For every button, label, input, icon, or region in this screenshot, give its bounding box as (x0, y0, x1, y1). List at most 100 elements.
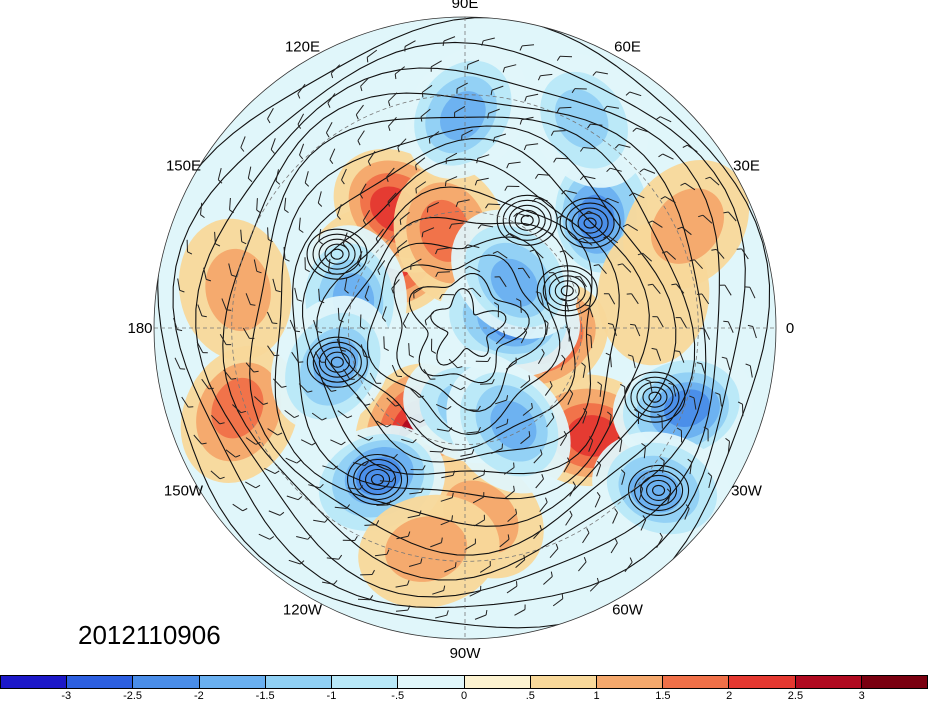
wind-barb (703, 426, 709, 442)
wind-barb (404, 40, 416, 52)
wind-barb (656, 532, 663, 549)
wind-barb (625, 91, 642, 97)
wind-barb (659, 457, 665, 473)
wind-barb (523, 143, 539, 151)
wind-barb (465, 405, 481, 411)
wind-barb (173, 317, 183, 332)
wind-barb (494, 276, 507, 288)
wind-barb (356, 396, 371, 406)
wind-barb (534, 173, 551, 179)
wind-barb (360, 569, 375, 576)
isobar-low-centre (306, 228, 368, 280)
wind-barb (420, 108, 431, 122)
wind-barb (627, 354, 636, 369)
isobar-low-centre (330, 248, 344, 260)
longitude-label: 180 (127, 320, 152, 337)
wind-barb (505, 233, 521, 240)
wind-barb (579, 147, 596, 152)
wind-barb (629, 192, 645, 199)
anomaly-cell (629, 469, 682, 513)
wind-barb (300, 439, 317, 446)
wind-barb (593, 264, 607, 275)
wind-barb (603, 105, 619, 111)
latitude-circle (231, 94, 699, 562)
wind-barb (402, 312, 410, 329)
wind-barb (440, 492, 454, 502)
wind-barb (410, 258, 422, 270)
wind-barb (584, 210, 600, 217)
wind-barb (341, 168, 347, 185)
map-disc (154, 17, 776, 639)
wind-barb (267, 428, 283, 436)
wind-barb (475, 356, 491, 362)
wind-barb (668, 382, 677, 397)
wind-barb (344, 278, 349, 294)
wind-barb (519, 44, 535, 51)
wind-barb (504, 485, 515, 499)
wind-barb (375, 228, 384, 244)
wind-barb (258, 533, 275, 540)
colorbar-swatch (331, 675, 398, 689)
wind-barb (707, 472, 713, 489)
colorbar-tick-label: .5 (525, 690, 535, 702)
wind-barb (432, 585, 446, 595)
wind-barb (719, 284, 732, 296)
wind-barb (313, 319, 323, 334)
wind-barb (444, 176, 458, 187)
wind-barb (388, 92, 398, 107)
wind-barb (435, 610, 449, 619)
wind-barb (622, 223, 638, 232)
wind-barb (174, 357, 186, 370)
wind-barb (367, 151, 376, 167)
wind-barb (304, 257, 310, 273)
wind-barb (445, 152, 458, 164)
wind-barb (200, 202, 205, 219)
wind-barb (612, 508, 618, 524)
wind-barb (409, 487, 424, 495)
wind-barb (342, 535, 358, 541)
wind-barb (594, 492, 601, 508)
wind-barb (311, 412, 327, 421)
wind-barb (357, 595, 374, 601)
isobar-low-centre (352, 458, 403, 501)
colorbar-swatch (0, 675, 67, 689)
wind-barb (505, 357, 517, 370)
wind-barb (430, 537, 443, 548)
wind-barb (359, 183, 367, 199)
wind-barb (395, 580, 410, 588)
wind-barb (624, 557, 633, 573)
wind-barb (520, 431, 531, 445)
wind-barb (556, 215, 573, 222)
wind-barb (436, 427, 453, 432)
isobar-low-centre (324, 243, 350, 265)
wind-barb (394, 66, 406, 80)
isobar-low-centre (370, 473, 385, 486)
colorbar-tick-label: 2.5 (787, 690, 804, 702)
wind-barb (360, 77, 370, 92)
wind-barb (298, 383, 313, 393)
wind-barb (477, 224, 494, 229)
wind-barb (657, 413, 663, 429)
wind-barb (297, 113, 305, 129)
wind-barb (268, 510, 285, 516)
isobar-contour (195, 67, 720, 598)
wind-barb (275, 169, 281, 185)
wind-barb (474, 610, 488, 620)
colorbar-swatch (860, 675, 928, 689)
wind-barb (296, 535, 312, 540)
wind-barb (317, 191, 323, 207)
colorbar-swatch (397, 675, 464, 689)
anomaly-cell (650, 188, 725, 264)
wind-barb (556, 106, 572, 113)
wind-barb (464, 265, 481, 273)
anomaly-cell (205, 248, 271, 332)
latitude-circle (347, 210, 582, 445)
wind-barb (456, 82, 468, 94)
wind-barb (267, 345, 280, 357)
wind-barb (504, 185, 520, 191)
isobar-low-centre (571, 207, 609, 239)
wind-barb (435, 271, 450, 278)
polar-stereographic-map: 90E 60E 30E 0 30W 60W 90W 120W 150W 180 150E 120E (127, 0, 794, 662)
wind-barb (323, 381, 337, 392)
wind-barb (520, 327, 528, 344)
